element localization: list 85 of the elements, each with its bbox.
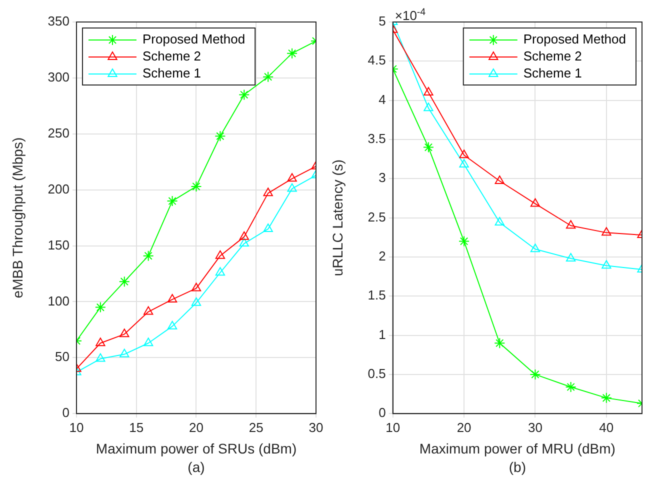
x-axis-title: Maximum power of MRU (dBm)	[419, 440, 616, 456]
x-tick-label: 20	[189, 420, 204, 435]
y-tick-label: 200	[48, 181, 70, 196]
x-tick-label: 15	[129, 420, 144, 435]
point	[263, 223, 273, 232]
x-tick-label: 25	[248, 420, 264, 435]
point	[494, 175, 504, 184]
point	[286, 48, 298, 59]
point	[214, 130, 226, 142]
point	[459, 159, 469, 168]
text: (b)	[508, 459, 526, 475]
y-tick-label: 50	[55, 349, 70, 364]
point	[166, 196, 178, 207]
point	[191, 282, 202, 292]
point	[566, 253, 576, 262]
point	[424, 102, 434, 112]
point	[458, 236, 470, 247]
point	[600, 392, 612, 404]
point	[263, 188, 273, 196]
x-tick-label: 10	[69, 420, 84, 435]
text: (a)	[188, 459, 205, 475]
x-tick-label: 30	[308, 420, 324, 435]
point	[239, 238, 249, 247]
y-axis-title: eMBB Throughput (Mbps)	[9, 137, 26, 298]
point	[422, 142, 434, 153]
y-tick-label: 150	[48, 237, 70, 252]
point	[118, 276, 130, 288]
point	[287, 173, 297, 182]
point	[120, 348, 130, 358]
y-tick-label: 4	[378, 92, 386, 107]
point	[215, 250, 226, 259]
point	[424, 86, 434, 96]
y-axis-title: uRLLC Latency (s)	[329, 159, 346, 276]
y-tick-label: 3	[378, 170, 386, 186]
y-tick-label: 5	[378, 14, 386, 29]
y-tick-label: 1	[378, 326, 386, 342]
point	[142, 250, 154, 262]
x-tick-label: 30	[528, 420, 542, 435]
point	[530, 244, 540, 252]
point	[144, 338, 154, 346]
x-tick-label: 20	[456, 420, 472, 435]
y-tick-label: 0	[378, 405, 386, 420]
point	[238, 89, 250, 100]
y-tick-label: 2.5	[368, 209, 386, 224]
point	[494, 217, 504, 226]
point	[96, 338, 106, 346]
point	[167, 320, 178, 330]
point	[602, 260, 612, 269]
point	[190, 180, 202, 192]
y-tick-label: 0.5	[368, 366, 386, 382]
y-tick-label: 350	[48, 14, 70, 29]
legend-label: Scheme 2	[523, 48, 582, 64]
point	[459, 150, 469, 158]
legend-label: Scheme 1	[523, 66, 582, 81]
point	[239, 231, 249, 240]
point	[94, 302, 106, 313]
point	[144, 306, 154, 315]
y-tick-label: 2	[378, 248, 386, 264]
point	[530, 198, 540, 207]
y-tick-label: 100	[48, 293, 70, 308]
x-tick-label: 40	[599, 420, 614, 435]
y-tick-label: 0	[62, 405, 70, 420]
legend-label: Scheme 1	[142, 66, 202, 81]
point	[287, 183, 297, 192]
x-axis-title: Maximum power of SRUs (dBm)	[96, 440, 297, 456]
point	[191, 297, 202, 306]
y-tick-label: 4.5	[368, 52, 386, 68]
point	[167, 294, 178, 302]
point	[602, 227, 612, 236]
x-tick-label: 10	[386, 420, 400, 435]
point	[566, 220, 576, 229]
point	[215, 267, 226, 276]
point	[565, 381, 576, 392]
point	[530, 368, 541, 380]
y-tick-label: 300	[48, 70, 70, 85]
point	[96, 353, 106, 362]
y-tick-label: 3.5	[368, 131, 386, 146]
legend-label: Scheme 2	[142, 48, 202, 64]
y-tick-label: 1.5	[368, 288, 386, 303]
legend-label: Proposed Method	[142, 32, 246, 47]
point	[120, 328, 130, 338]
point	[494, 338, 506, 349]
y-tick-label: 250	[48, 125, 70, 140]
legend-label: Proposed Method	[523, 32, 626, 47]
point	[262, 71, 274, 82]
